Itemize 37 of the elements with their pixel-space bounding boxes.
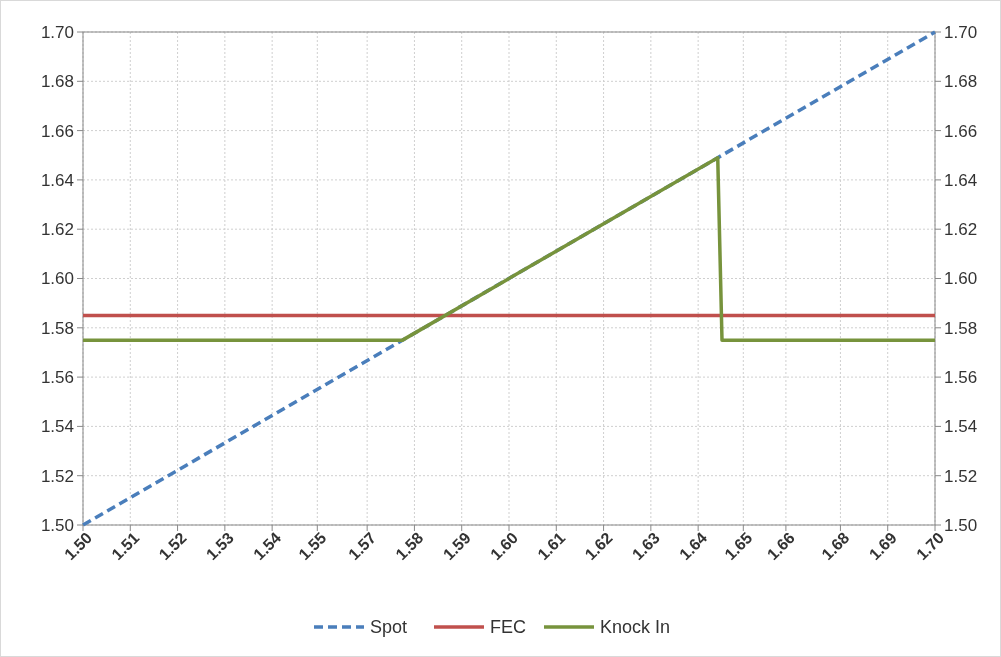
- legend-label: Knock In: [600, 617, 671, 638]
- x-tick-label: 1.62: [581, 528, 616, 564]
- x-tick-label: 1.60: [487, 528, 522, 564]
- x-tick-label: 1.51: [108, 528, 143, 564]
- y2-tick-label: 1.70: [944, 22, 978, 42]
- y-tick-label: 1.66: [40, 121, 74, 141]
- x-tick-label: 1.69: [865, 528, 900, 564]
- y-tick-label: 1.70: [40, 22, 74, 42]
- x-tick-label: 1.59: [439, 528, 474, 564]
- y2-tick-label: 1.54: [944, 417, 978, 437]
- y2-tick-label: 1.58: [944, 318, 978, 338]
- y-tick-label: 1.60: [40, 269, 74, 289]
- y-tick-label: 1.64: [40, 170, 74, 190]
- y-tick-label: 1.62: [40, 220, 74, 240]
- y2-tick-label: 1.66: [944, 121, 978, 141]
- x-tick-label: 1.68: [818, 528, 853, 564]
- y2-tick-label: 1.64: [944, 170, 978, 190]
- y-tick-label: 1.52: [40, 466, 74, 486]
- legend-label: FEC: [490, 617, 526, 638]
- y2-tick-label: 1.60: [944, 269, 978, 289]
- y2-tick-label: 1.50: [944, 515, 978, 535]
- y2-tick-label: 1.62: [944, 220, 978, 240]
- legend-label: Spot: [370, 617, 408, 638]
- x-tick-label: 1.61: [534, 528, 569, 564]
- y2-tick-label: 1.68: [944, 72, 978, 92]
- y-tick-label: 1.50: [40, 515, 74, 535]
- y-tick-label: 1.54: [40, 417, 74, 437]
- x-tick-label: 1.66: [763, 528, 799, 564]
- y-tick-label: 1.58: [40, 318, 74, 338]
- y2-tick-label: 1.52: [944, 466, 978, 486]
- x-tick-label: 1.58: [392, 528, 427, 564]
- y-tick-label: 1.68: [40, 72, 74, 92]
- y2-tick-label: 1.56: [944, 368, 978, 388]
- x-tick-label: 1.53: [202, 528, 238, 564]
- x-tick-label: 1.63: [628, 528, 664, 564]
- y-tick-label: 1.56: [40, 368, 74, 388]
- x-tick-label: 1.52: [155, 528, 190, 564]
